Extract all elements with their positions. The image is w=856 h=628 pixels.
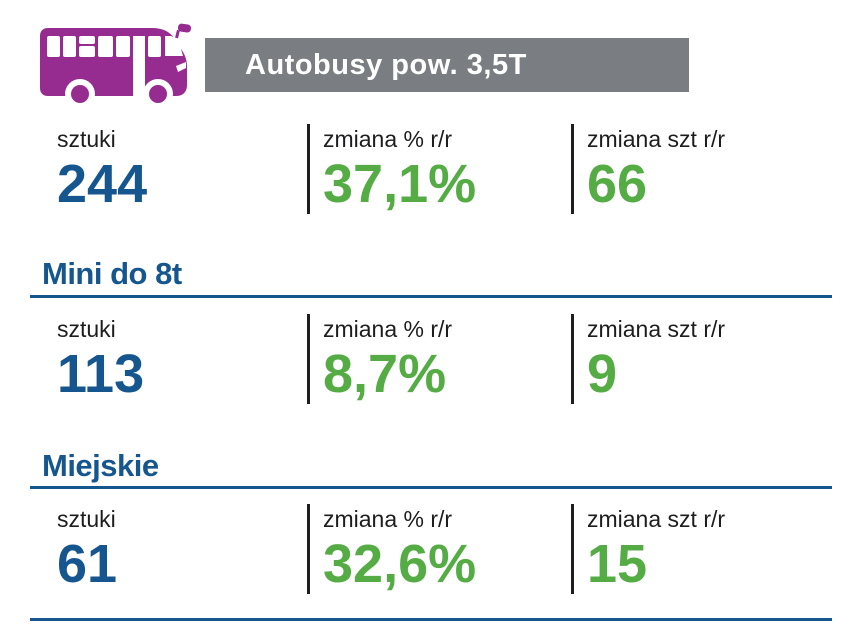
stat-card-zmiana-sztuk: zmiana szt r/r 9	[574, 314, 725, 404]
stat-value: 244	[57, 154, 148, 214]
stat-card-sztuki: sztuki 61	[57, 504, 307, 594]
stat-label: sztuki	[57, 126, 116, 152]
stats-row-miejskie: sztuki 61 zmiana % r/r 32,6% zmiana szt …	[57, 504, 725, 594]
divider	[571, 124, 574, 214]
stat-value: 37,1%	[323, 154, 477, 214]
section-rule-miejskie	[30, 486, 832, 489]
stat-label: zmiana % r/r	[323, 316, 453, 342]
stat-label: zmiana % r/r	[323, 506, 453, 532]
stats-row-mini: sztuki 113 zmiana % r/r 8,7% zmiana szt …	[57, 314, 725, 404]
divider	[571, 314, 574, 404]
section-title-mini: Mini do 8t	[42, 256, 182, 291]
divider	[307, 314, 310, 404]
stat-value: 15	[587, 534, 648, 594]
stat-card-zmiana-procent: zmiana % r/r 32,6%	[310, 504, 571, 594]
stat-value: 66	[587, 154, 648, 214]
stat-card-sztuki: sztuki 113	[57, 314, 307, 404]
stat-card-zmiana-sztuk: zmiana szt r/r 66	[574, 124, 725, 214]
stats-row-total: sztuki 244 zmiana % r/r 37,1% zmiana szt…	[57, 124, 725, 214]
stat-value: 113	[57, 344, 145, 404]
stat-label: sztuki	[57, 316, 116, 342]
bus-icon-svg	[40, 23, 192, 109]
divider	[307, 124, 310, 214]
stat-value: 61	[57, 534, 118, 594]
stat-label: zmiana szt r/r	[587, 126, 726, 152]
stat-label: zmiana szt r/r	[587, 506, 726, 532]
page-title: Autobusy pow. 3,5T	[245, 48, 527, 81]
stat-card-zmiana-procent: zmiana % r/r 8,7%	[310, 314, 571, 404]
section-rule-mini	[30, 295, 832, 298]
stat-value: 9	[587, 344, 618, 404]
stat-card-zmiana-sztuk: zmiana szt r/r 15	[574, 504, 725, 594]
bus-icon	[36, 22, 196, 109]
stat-label: sztuki	[57, 506, 116, 532]
divider	[307, 504, 310, 594]
section-title-miejskie: Miejskie	[42, 448, 159, 483]
stat-label: zmiana % r/r	[323, 126, 453, 152]
stat-value: 32,6%	[323, 534, 477, 594]
stat-value: 8,7%	[323, 344, 447, 404]
stat-label: zmiana szt r/r	[587, 316, 726, 342]
category-title-bar: Autobusy pow. 3,5T	[205, 38, 689, 92]
stat-card-zmiana-procent: zmiana % r/r 37,1%	[310, 124, 571, 214]
stat-card-sztuki: sztuki 244	[57, 124, 307, 214]
divider	[571, 504, 574, 594]
bottom-rule	[30, 618, 832, 621]
